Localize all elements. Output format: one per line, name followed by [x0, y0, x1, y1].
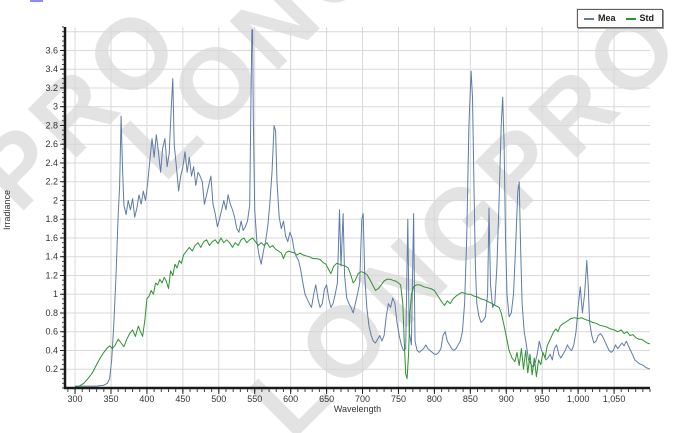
y-tick-label: 1.6: [45, 233, 58, 243]
y-tick-label: 3.2: [45, 83, 58, 93]
x-tick-label: 600: [283, 394, 298, 404]
y-tick-label: 0.8: [45, 308, 58, 318]
x-tick-label: 1,000: [567, 394, 590, 404]
x-tick-label: 550: [247, 394, 262, 404]
x-tick-label: 500: [211, 394, 226, 404]
legend-item-std[interactable]: Std: [625, 13, 655, 23]
series-line-std: [74, 237, 650, 388]
y-tick-label: 1.8: [45, 214, 58, 224]
series-line-mea: [75, 29, 650, 387]
std-line-swatch: [625, 17, 636, 20]
legend-item-mea[interactable]: Mea: [584, 14, 616, 23]
y-tick-label: 0.6: [45, 327, 58, 337]
x-tick-label: 650: [319, 394, 334, 404]
y-tick-label: 3.4: [45, 64, 58, 74]
x-tick-label: 450: [175, 394, 190, 404]
x-axis-title: Wavelength: [333, 404, 382, 414]
y-tick-label: 2.2: [45, 177, 58, 187]
y-tick-label: 1.4: [45, 252, 58, 262]
y-tick-label: 2.8: [45, 120, 58, 130]
y-tick-label: 0.2: [45, 364, 58, 374]
y-tick-label: 1: [53, 289, 58, 299]
x-tick-label: 400: [139, 394, 154, 404]
y-tick-label: 2: [53, 195, 58, 205]
y-tick-label: 0.4: [45, 345, 58, 355]
x-tick-label: 950: [535, 394, 550, 404]
x-tick-label: 800: [427, 394, 442, 404]
mea-line-swatch: [584, 17, 594, 20]
top-left-link-artifact: [30, 0, 43, 2]
x-tick-label: 700: [355, 394, 370, 404]
y-tick-label: 2.6: [45, 139, 58, 149]
legend-label-mea: Mea: [598, 13, 616, 23]
y-axis-title: Irradiance: [2, 189, 12, 231]
y-tick-label: 1.2: [45, 270, 58, 280]
y-tick-label: 3: [53, 102, 58, 112]
chart-legend: Mea Std: [577, 9, 664, 28]
x-tick-label: 850: [463, 394, 478, 404]
y-tick-label: 2.4: [45, 158, 58, 168]
x-tick-label: 1,050: [603, 394, 626, 404]
x-tick-label: 350: [103, 394, 118, 404]
y-tick-label: 3.6: [45, 45, 58, 55]
x-tick-label: 750: [391, 394, 406, 404]
legend-label-std: Std: [639, 13, 655, 23]
x-tick-label: 300: [68, 394, 83, 404]
x-tick-label: 900: [499, 394, 514, 404]
